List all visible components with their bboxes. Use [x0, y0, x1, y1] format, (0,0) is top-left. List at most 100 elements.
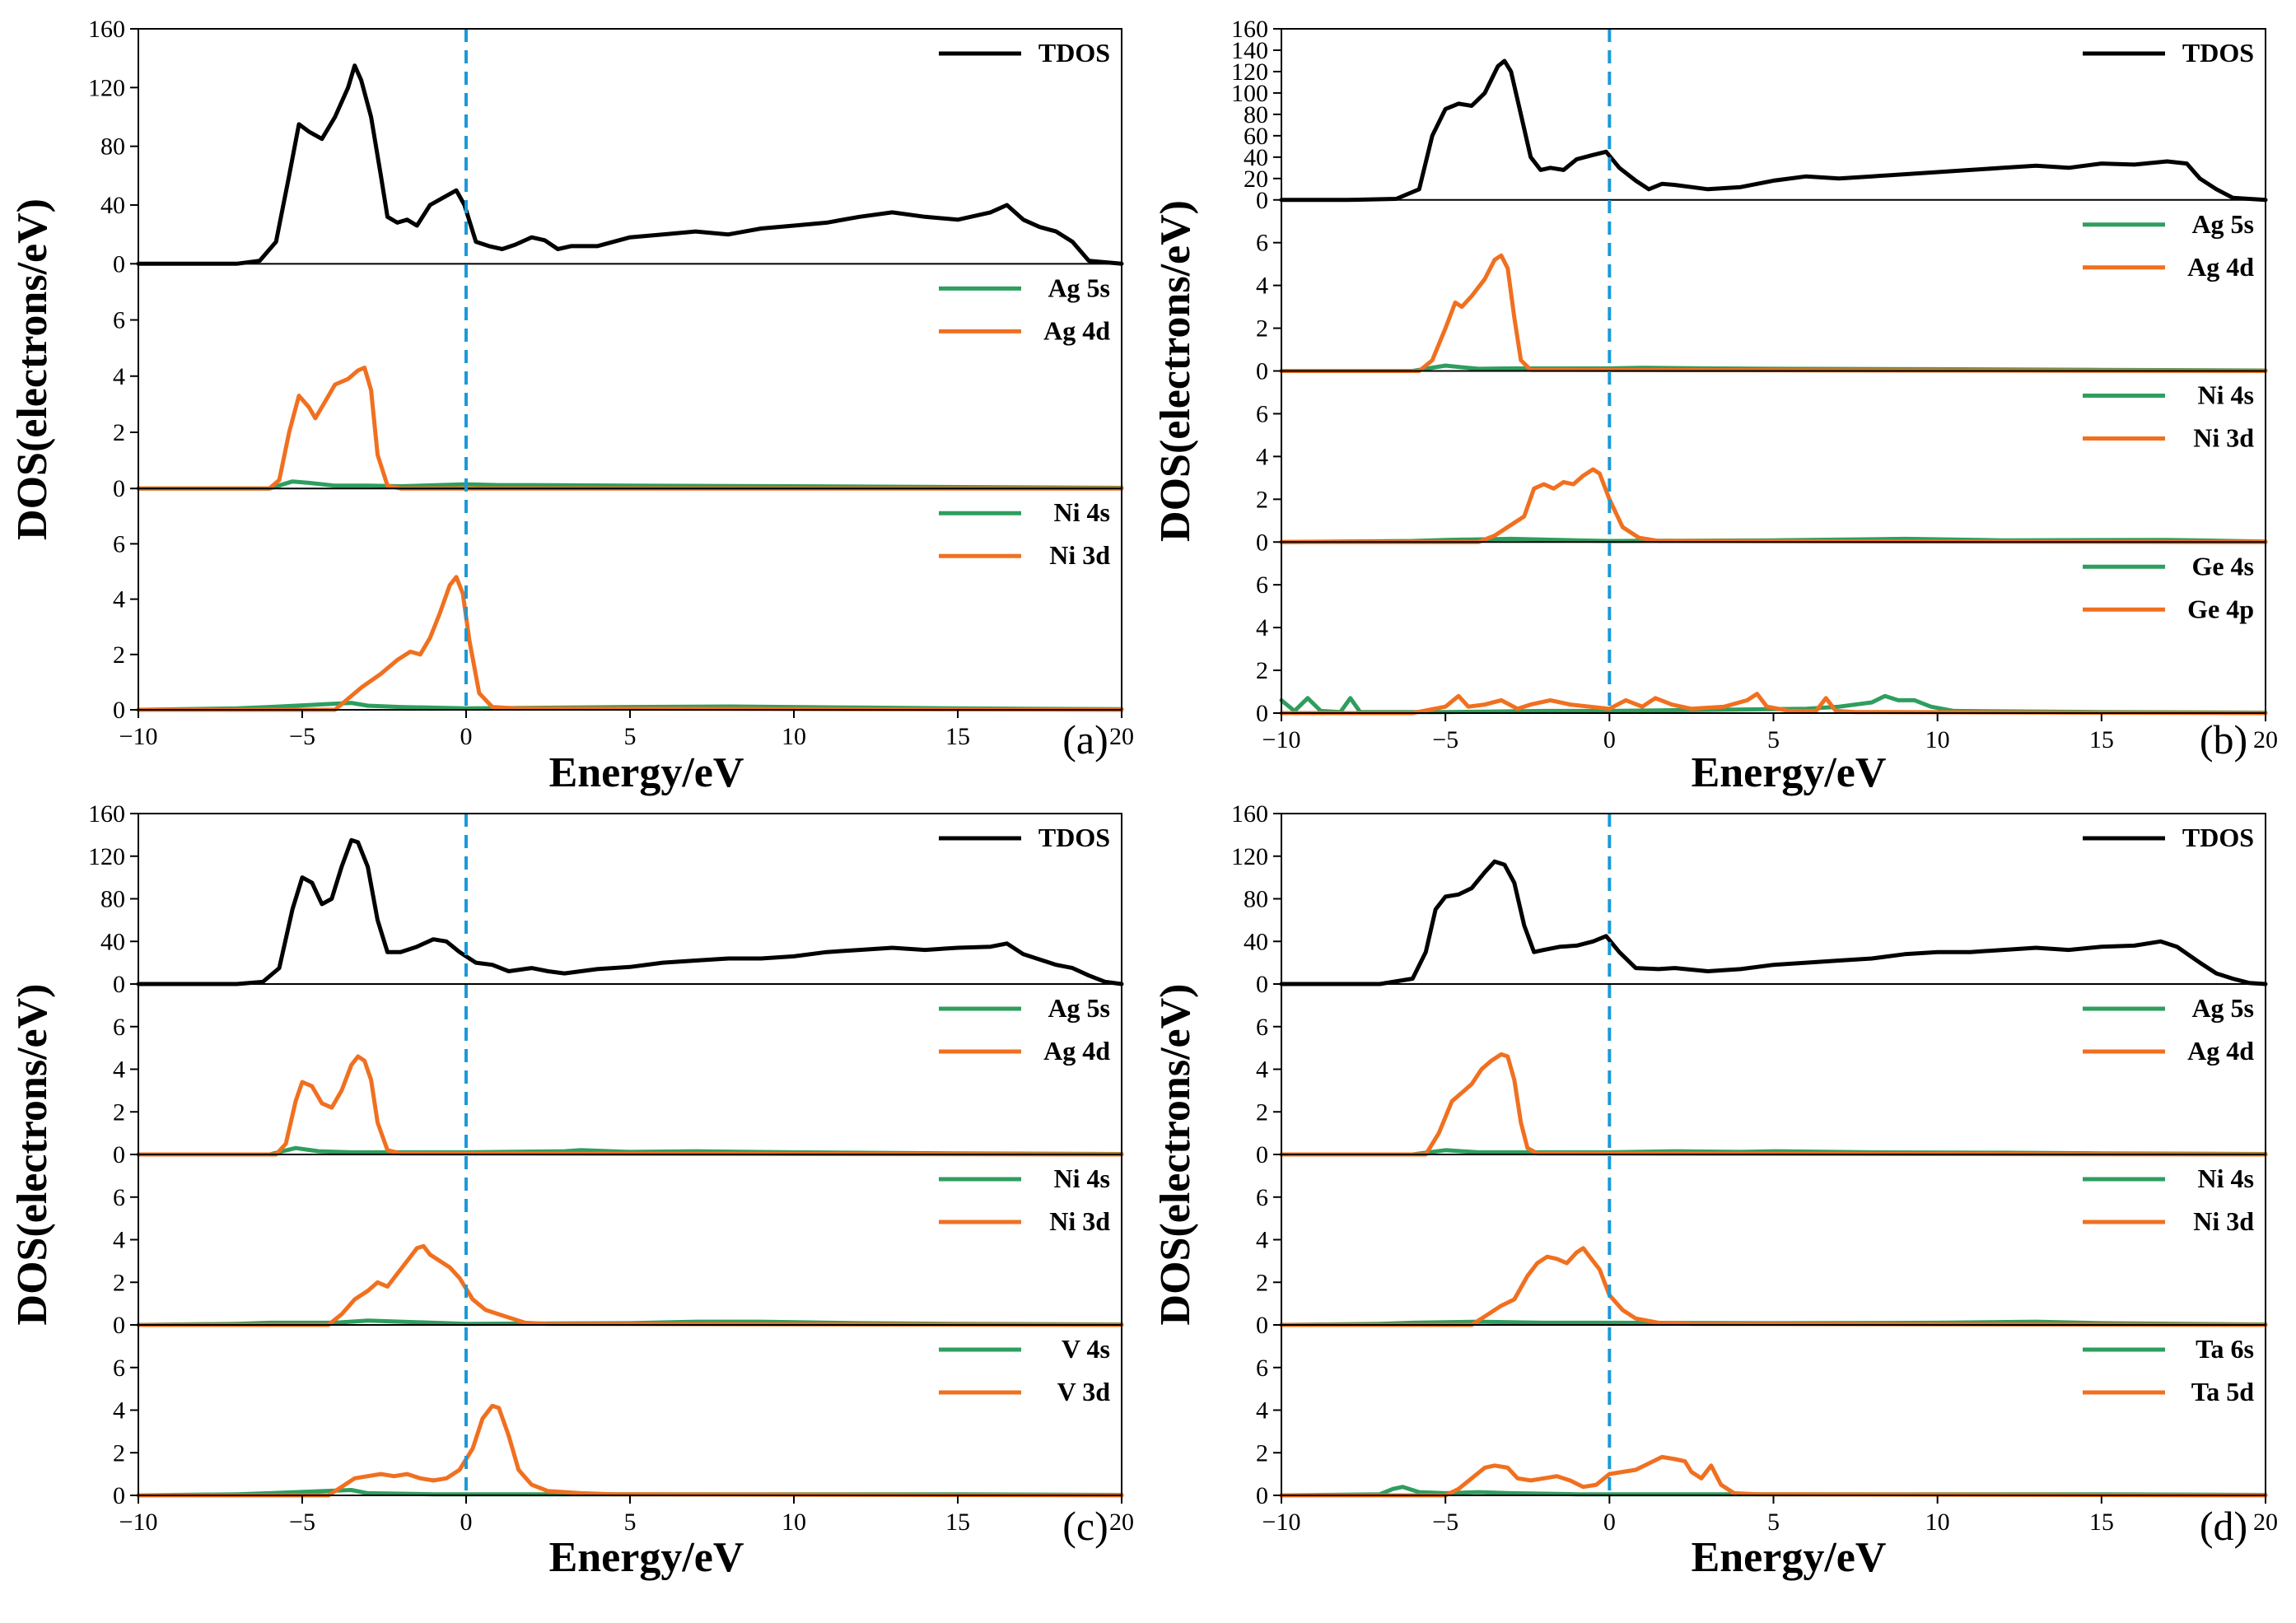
- x-tick-label: 0: [460, 723, 473, 750]
- y-tick-label: 4: [1256, 443, 1268, 470]
- series-line-tdos: [136, 63, 1124, 266]
- dos-subplot: 0 2 4 6 Ag 5s Ag 4d: [1256, 993, 2268, 1168]
- y-axis-label: DOS(electrons/eV): [9, 984, 56, 1326]
- y-axis-label: DOS(electrons/eV): [1152, 984, 1199, 1326]
- x-tick-label: −10: [119, 1509, 158, 1536]
- legend-label: Ag 5s: [1048, 993, 1110, 1023]
- legend-label: Ni 4s: [1054, 1164, 1110, 1193]
- series-line-ag-5s: [136, 479, 1124, 491]
- dos-subplot: 0 2 4 6 V 4s V 3d: [113, 1334, 1124, 1509]
- y-tick-label: 6: [1256, 571, 1268, 599]
- y-tick-label: 0: [113, 1312, 125, 1339]
- series-line-ni-3d: [136, 575, 1124, 712]
- y-tick-label: 2: [1256, 657, 1268, 684]
- x-tick-label: 10: [782, 723, 806, 750]
- legend-label: Ag 4d: [1043, 315, 1110, 345]
- legend-label: Ge 4p: [2187, 594, 2254, 623]
- series-line-tdos: [1279, 859, 2268, 986]
- y-tick-label: 0: [1256, 971, 1268, 998]
- y-tick-label: 4: [113, 363, 125, 390]
- y-tick-label: 0: [1256, 1141, 1268, 1168]
- y-tick-label: 0: [1256, 1482, 1268, 1509]
- y-tick-label: 2: [113, 419, 125, 446]
- legend-label: Ni 4s: [1054, 497, 1110, 527]
- y-tick-label: 6: [113, 530, 125, 557]
- x-tick-label: 15: [2089, 726, 2114, 753]
- x-tick-label: 15: [945, 1509, 970, 1536]
- legend-label: V 3d: [1057, 1377, 1111, 1406]
- legend-label: TDOS: [2182, 38, 2254, 68]
- y-tick-label: 100: [1231, 80, 1268, 107]
- legend-label: Ag 5s: [2191, 993, 2254, 1023]
- series-line-ni-3d: [136, 1243, 1124, 1327]
- y-tick-label: 2: [1256, 315, 1268, 343]
- dos-subplot: 0 2 4 6 Ni 4s Ni 3d: [1256, 1164, 2268, 1339]
- y-tick-label: 2: [1256, 486, 1268, 513]
- legend-label: TDOS: [1038, 38, 1110, 68]
- y-tick-label: 6: [1256, 1184, 1268, 1211]
- y-tick-label: 140: [1231, 37, 1268, 64]
- y-tick-label: 2: [113, 641, 125, 669]
- y-tick-label: 160: [1231, 16, 1268, 43]
- x-tick-label: 20: [1109, 723, 1134, 750]
- series-line-ag-4d: [136, 366, 1124, 491]
- y-tick-label: 2: [113, 1439, 125, 1467]
- y-tick-label: 80: [100, 133, 125, 161]
- x-tick-label: 10: [1925, 726, 1950, 753]
- y-tick-label: 4: [1256, 1397, 1268, 1425]
- y-tick-label: 120: [1231, 843, 1268, 870]
- x-axis-label: Energy/eV: [1692, 749, 1887, 796]
- dos-subplot: 0 40 80 120 160 TDOS: [88, 16, 1124, 277]
- x-tick-label: 0: [460, 1509, 473, 1536]
- y-tick-label: 160: [88, 16, 125, 43]
- y-tick-label: 2: [113, 1098, 125, 1126]
- legend-label: Ni 3d: [2193, 423, 2254, 453]
- y-tick-label: 0: [1256, 1312, 1268, 1339]
- x-tick-label: 15: [945, 723, 970, 750]
- x-tick-label: −5: [289, 1509, 315, 1536]
- dos-subplot: 0 40 80 120 160 TDOS: [88, 800, 1124, 998]
- y-tick-label: 6: [113, 307, 125, 334]
- panel-label: (a): [1062, 716, 1108, 763]
- y-tick-label: 0: [1256, 700, 1268, 727]
- y-tick-label: 4: [1256, 1227, 1268, 1254]
- dos-subplot: 0 40 80 120 160 TDOS: [1231, 800, 2268, 998]
- x-tick-label: 10: [782, 1509, 806, 1536]
- y-tick-label: 4: [1256, 614, 1268, 641]
- dos-subplot: 0 2 4 6 Ni 4s Ni 3d: [113, 1164, 1124, 1339]
- y-tick-label: 6: [113, 1355, 125, 1382]
- y-tick-label: 40: [1244, 144, 1268, 171]
- x-tick-label: 10: [1925, 1509, 1950, 1536]
- x-tick-label: 0: [1603, 1509, 1616, 1536]
- series-line-ag-4d: [1279, 1052, 2268, 1157]
- x-axis-label: Energy/eV: [549, 749, 744, 796]
- y-tick-label: 60: [1244, 123, 1268, 150]
- y-tick-label: 20: [1244, 166, 1268, 193]
- legend-label: Ag 4d: [1043, 1036, 1110, 1066]
- y-tick-label: 0: [113, 1141, 125, 1168]
- legend-label: TDOS: [1038, 823, 1110, 852]
- y-tick-label: 120: [88, 74, 125, 101]
- y-tick-label: 6: [1256, 400, 1268, 427]
- dos-subplot: 0 2 4 6 Ni 4s Ni 3d: [1256, 380, 2268, 556]
- y-tick-label: 4: [113, 1227, 125, 1254]
- dos-subplot: 0 2 4 6 Ge 4s Ge 4p: [1256, 551, 2268, 727]
- y-tick-label: 2: [113, 1269, 125, 1296]
- y-tick-label: 80: [1244, 101, 1268, 128]
- legend-label: TDOS: [2182, 823, 2254, 852]
- x-tick-label: −10: [1262, 726, 1301, 753]
- series-line-ni-3d: [1279, 467, 2268, 544]
- y-tick-label: 6: [1256, 1355, 1268, 1382]
- y-tick-label: 0: [113, 971, 125, 998]
- y-tick-label: 160: [88, 800, 125, 828]
- legend-label: Ag 4d: [2187, 252, 2254, 282]
- y-tick-label: 2: [1256, 1098, 1268, 1126]
- x-tick-label: −5: [1432, 726, 1458, 753]
- y-tick-label: 0: [1256, 529, 1268, 556]
- dos-subplot: 0 2 4 6 Ag 5s Ag 4d: [1256, 209, 2268, 385]
- y-tick-label: 120: [88, 843, 125, 870]
- y-tick-label: 0: [1256, 187, 1268, 214]
- series-line-ni-3d: [1279, 1246, 2268, 1327]
- legend-label: Ag 5s: [1048, 273, 1110, 302]
